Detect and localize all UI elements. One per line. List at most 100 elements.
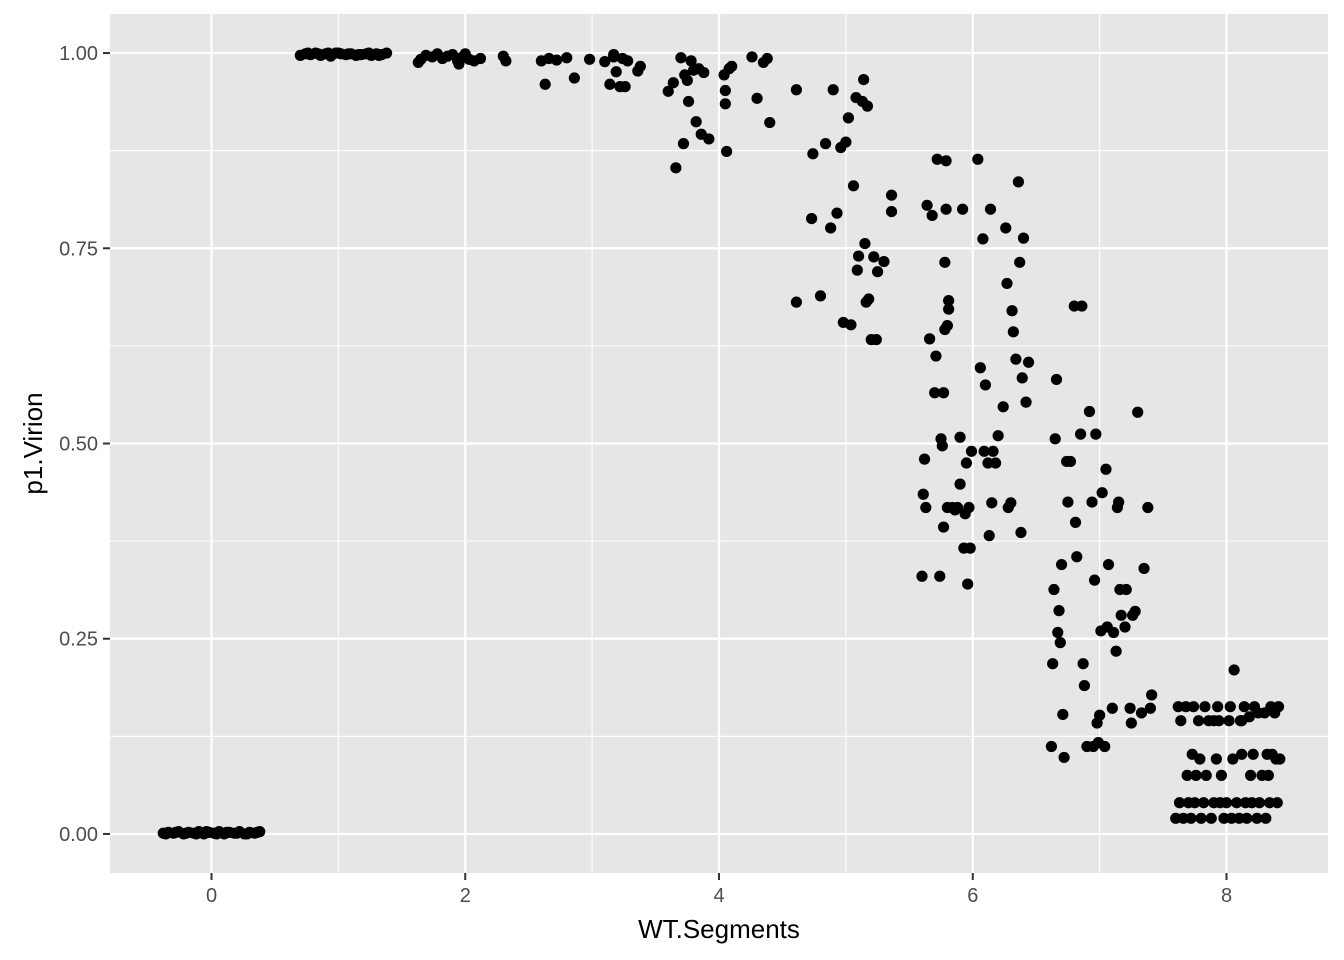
data-point [1090,428,1102,440]
y-tick-label: 0.25 [59,629,98,651]
data-point [960,457,973,469]
data-point [1271,797,1283,809]
data-point [170,826,182,838]
data-point [1076,300,1088,312]
data-point [870,334,882,346]
data-point [1107,626,1120,639]
data-point [634,60,646,72]
data-point [1052,626,1064,639]
data-point [924,333,936,345]
y-tick-label: 0.50 [59,434,98,456]
data-point [842,112,855,124]
data-point [662,85,674,97]
data-point [983,530,995,542]
x-tick-label: 6 [967,885,978,907]
data-point [1236,715,1248,727]
data-point [962,578,974,590]
data-point [1119,621,1131,633]
data-point [1007,326,1019,338]
data-point [1199,701,1211,713]
data-point [934,570,946,582]
data-point [987,445,999,457]
data-point [1195,812,1207,824]
data-point [1247,748,1259,760]
data-point [363,47,375,59]
data-point [619,81,631,93]
data-point [1227,753,1239,765]
data-point [940,155,952,167]
data-point [931,153,943,165]
y-axis-title: p1.Virion [18,392,48,494]
data-point [681,74,693,86]
data-point [989,457,1002,469]
data-point [1005,497,1017,509]
data-point [1187,701,1200,713]
data-point [926,209,938,222]
data-point [474,52,487,65]
data-point [1125,717,1137,729]
data-point [1049,433,1061,445]
data-point [721,145,733,158]
data-point [604,78,616,90]
data-point [761,52,773,65]
data-point [1071,551,1083,563]
data-point [979,379,992,391]
data-point [500,55,512,67]
data-point [936,440,948,452]
data-point [190,828,202,840]
data-point [920,501,932,514]
data-point [608,51,620,63]
x-axis-title: WT.Segments [638,914,800,944]
data-point [918,453,931,465]
data-point [180,827,192,839]
data-point [1210,753,1222,765]
x-axis-ticks: 0 2 4 6 8 [206,873,1232,907]
data-point [878,255,890,268]
data-point [1047,658,1059,670]
data-point [1102,558,1115,571]
data-point [984,203,997,215]
data-point [940,203,952,215]
data-point [453,58,465,70]
data-point [917,488,929,500]
data-point [1260,812,1272,824]
data-point [241,828,253,840]
data-point [1078,679,1090,692]
data-point [868,251,880,263]
data-point [583,53,596,65]
data-point [1010,353,1022,365]
data-point [221,826,233,838]
data-point [1212,701,1224,713]
data-point [1058,751,1070,764]
data-point [353,49,365,61]
data-point [1094,709,1106,721]
data-point [978,445,990,457]
data-point [1050,373,1063,386]
y-tick-label: 0.75 [59,238,98,260]
data-point [1106,702,1118,714]
x-tick-label: 2 [460,885,471,907]
data-point [937,387,950,399]
data-point [322,47,334,59]
data-point [568,72,580,84]
data-point [885,189,898,201]
data-point [231,827,243,839]
data-point [1113,496,1125,508]
data-point [861,100,874,112]
data-point [1200,769,1212,781]
data-point [807,148,819,160]
data-point [863,293,875,305]
data-point [827,84,839,96]
y-tick-label: 1.00 [59,43,98,65]
data-point [1132,406,1144,418]
data-point [412,56,424,69]
data-point [1190,769,1202,781]
data-point [1135,707,1148,719]
data-point [1057,708,1069,721]
data-point [937,521,950,533]
data-point [851,264,863,276]
data-point [1241,812,1253,824]
data-point [921,199,933,211]
data-point [1175,715,1187,727]
data-point [943,303,955,315]
